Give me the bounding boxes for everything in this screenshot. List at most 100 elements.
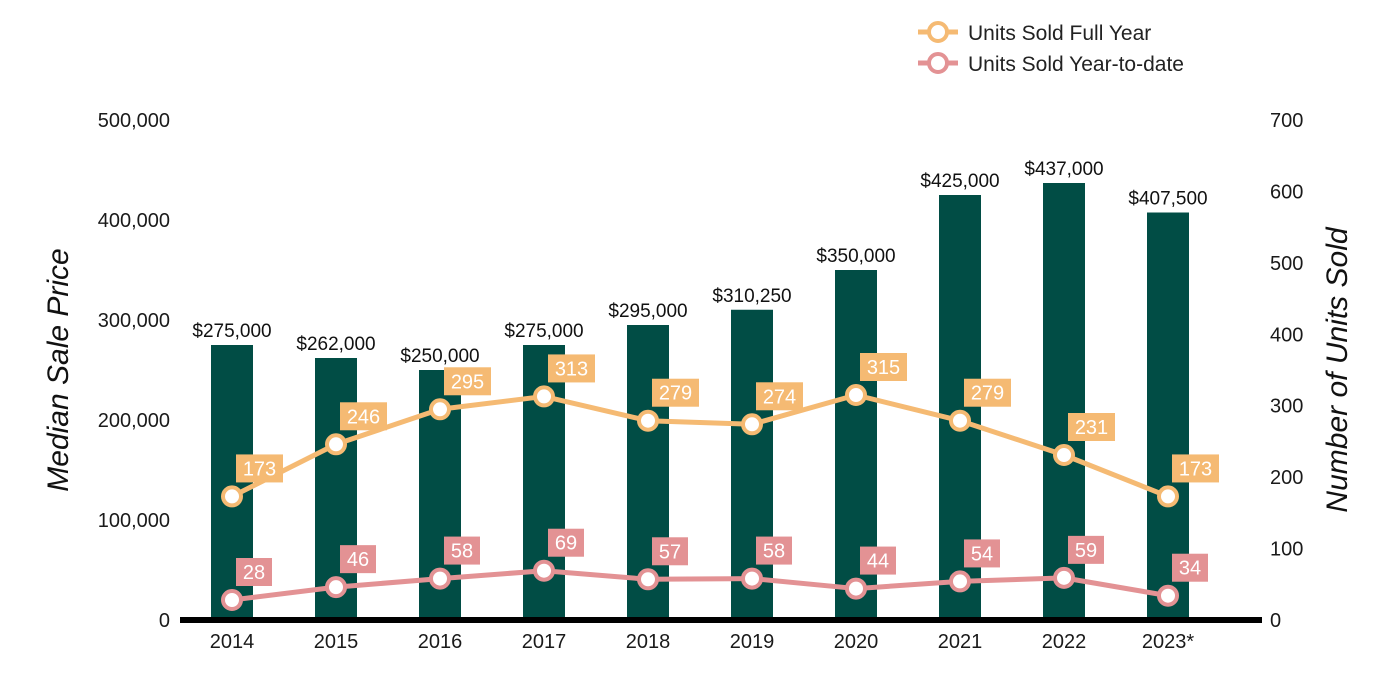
data-point-label: 173 xyxy=(243,458,276,480)
data-point-label: 58 xyxy=(763,541,785,563)
data-point-label: 59 xyxy=(1075,540,1097,562)
y2-tick-label: 100 xyxy=(1270,539,1303,561)
data-point xyxy=(533,559,555,582)
x-axis-ticks: 2014 2015 2016 2017 2018 2019 2020 2021 2022 2023… xyxy=(210,631,1195,653)
data-point xyxy=(949,409,971,432)
y2-axis-title: Number of Units Sold xyxy=(1321,226,1354,512)
data-label-box xyxy=(756,536,792,565)
line-series-2: 28 46 58 69 57 58 44 54 59 34 xyxy=(221,528,1208,611)
data-point xyxy=(845,384,867,406)
data-point xyxy=(741,413,763,436)
legend: Units Sold Full Year Units Sold Year-to-d… xyxy=(918,21,1184,76)
bar-value-label: $275,000 xyxy=(192,321,271,342)
data-label-box xyxy=(340,545,376,574)
x-tick-label: 2022 xyxy=(1042,631,1087,653)
data-point-label: 231 xyxy=(1075,417,1108,439)
y-tick-label: 400,000 xyxy=(98,210,170,232)
data-point xyxy=(1053,444,1075,466)
x-tick-label: 2018 xyxy=(626,631,671,653)
data-label-box xyxy=(964,539,1000,568)
data-point xyxy=(637,409,659,432)
data-label-box xyxy=(548,354,595,383)
data-point xyxy=(1157,485,1179,508)
data-point xyxy=(221,589,243,611)
x-tick-label: 2021 xyxy=(938,631,983,653)
data-point-label: 315 xyxy=(867,357,900,379)
bar-value-label: $437,000 xyxy=(1024,159,1103,180)
line-series-1: 173 246 295 313 279 274 315 279 231 173 xyxy=(221,353,1219,508)
data-point-label: 58 xyxy=(451,541,473,563)
y2-tick-label: 500 xyxy=(1270,253,1303,275)
data-label-box xyxy=(236,558,272,586)
series-line xyxy=(230,392,1169,499)
data-point-label: 44 xyxy=(867,551,889,573)
data-label-box xyxy=(1172,454,1219,483)
data-point-label: 274 xyxy=(763,386,796,408)
bar-value-label: $250,000 xyxy=(400,346,479,367)
line-series: 173 246 295 313 279 274 315 279 231 173 28 46 58 69 57… xyxy=(221,353,1219,611)
y2-tick-label: 300 xyxy=(1270,396,1303,418)
bar-value-label: $310,250 xyxy=(712,286,791,307)
data-label-box xyxy=(1068,413,1115,441)
legend-marker xyxy=(927,52,949,74)
bar-value-label: $275,000 xyxy=(504,321,583,342)
data-label-box xyxy=(1068,535,1104,564)
bar-value-label: $295,000 xyxy=(608,301,687,322)
y-tick-label: 0 xyxy=(159,610,170,632)
y2-tick-label: 400 xyxy=(1270,324,1303,346)
y-tick-label: 300,000 xyxy=(98,310,170,332)
x-tick-label: 2015 xyxy=(314,631,359,653)
data-point xyxy=(325,576,347,599)
data-point-label: 313 xyxy=(555,358,588,380)
data-point xyxy=(637,568,659,591)
data-point xyxy=(1053,566,1075,589)
data-label-box xyxy=(652,378,699,407)
data-point-label: 28 xyxy=(243,562,265,584)
legend-label: Units Sold Year-to-date xyxy=(968,53,1184,76)
data-point-label: 46 xyxy=(347,549,369,571)
y-tick-label: 100,000 xyxy=(98,510,170,532)
data-point-label: 173 xyxy=(1179,458,1212,480)
data-point xyxy=(429,398,451,421)
bar-2023 xyxy=(1147,212,1189,620)
data-label-box xyxy=(652,537,688,566)
data-label-box xyxy=(964,378,1011,407)
data-label-box xyxy=(756,382,803,411)
data-point xyxy=(533,385,555,408)
y-tick-label: 200,000 xyxy=(98,410,170,432)
x-tick-label: 2019 xyxy=(730,631,775,653)
data-point-label: 246 xyxy=(347,406,380,428)
data-point xyxy=(325,433,347,456)
legend-item-1: Units Sold Full Year xyxy=(918,21,1151,45)
data-point-label: 34 xyxy=(1179,558,1201,580)
data-point-label: 295 xyxy=(451,371,484,393)
data-point xyxy=(429,567,451,590)
data-label-box xyxy=(340,402,387,431)
bar-value-label: $262,000 xyxy=(296,334,375,355)
x-tick-label: 2016 xyxy=(418,631,463,653)
y2-tick-label: 700 xyxy=(1270,110,1303,132)
data-point xyxy=(845,577,867,600)
data-label-box xyxy=(444,536,480,565)
data-label-box xyxy=(1172,553,1208,582)
bar-value-label: $407,500 xyxy=(1128,189,1207,210)
legend-item-2: Units Sold Year-to-date xyxy=(918,52,1184,76)
data-point xyxy=(949,570,971,593)
y2-tick-label: 0 xyxy=(1270,610,1281,632)
legend-label: Units Sold Full Year xyxy=(968,22,1151,45)
data-point-label: 54 xyxy=(971,543,993,565)
x-tick-label: 2023* xyxy=(1142,631,1194,653)
y-tick-label: 500,000 xyxy=(98,110,170,132)
data-point-label: 57 xyxy=(659,541,681,563)
data-point-label: 279 xyxy=(971,383,1004,405)
y2-tick-label: 200 xyxy=(1270,467,1303,489)
bar-value-label: $350,000 xyxy=(816,246,895,267)
x-tick-label: 2014 xyxy=(210,631,255,653)
y2-axis-ticks: 0 100 200 300 400 500 600 700 xyxy=(1270,110,1303,632)
x-tick-label: 2017 xyxy=(522,631,567,653)
data-label-box xyxy=(236,454,283,483)
data-label-box xyxy=(860,353,907,381)
data-point-label: 279 xyxy=(659,383,692,405)
data-point-label: 69 xyxy=(555,533,577,555)
series-line xyxy=(231,568,1169,603)
